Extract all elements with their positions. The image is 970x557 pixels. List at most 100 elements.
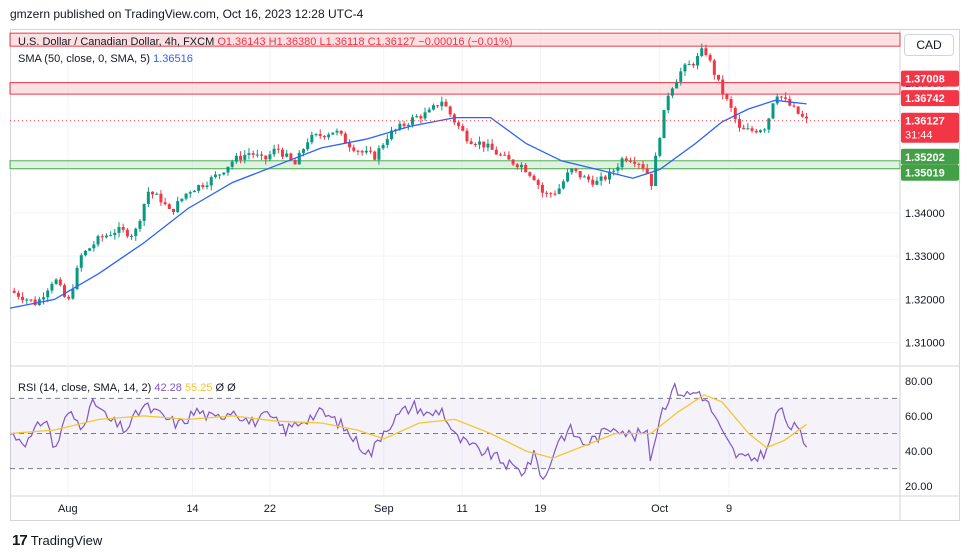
candle (314, 133, 318, 137)
candle (767, 117, 771, 134)
candle (654, 152, 658, 187)
candle (549, 192, 553, 198)
candle (167, 203, 171, 210)
candle (750, 126, 754, 133)
candle (369, 146, 373, 154)
candle (339, 130, 343, 136)
candle (21, 292, 25, 304)
candle (771, 103, 775, 120)
candle (134, 227, 138, 241)
time-tick-label: 9 (726, 503, 732, 515)
candle (121, 223, 125, 233)
candle (637, 162, 641, 170)
price-tick-label: 1.32000 (905, 294, 945, 306)
candle (582, 174, 586, 178)
candle (58, 277, 62, 287)
candle (247, 148, 251, 160)
price-tick-label: 1.34000 (905, 208, 945, 220)
candle (104, 233, 108, 239)
candle (641, 160, 645, 172)
candle (670, 87, 674, 99)
candle (172, 208, 176, 215)
candle (427, 107, 431, 113)
candle (335, 128, 339, 136)
candle (125, 228, 129, 239)
candle (251, 150, 255, 159)
candle (587, 174, 591, 183)
candle (805, 112, 809, 124)
time-tick-label: 11 (456, 503, 467, 515)
candle (591, 175, 595, 187)
candle (419, 114, 423, 124)
candle (67, 295, 71, 301)
candle (742, 124, 746, 130)
candle (142, 203, 146, 227)
support-price-label: 1.35019 (905, 168, 945, 180)
currency-button[interactable]: CAD (904, 34, 954, 56)
rsi-tick-label: 80.00 (905, 376, 933, 388)
candle (532, 174, 536, 181)
candle (478, 136, 482, 150)
candle (138, 219, 142, 232)
candle (180, 198, 184, 203)
candle (260, 151, 264, 160)
candle (255, 149, 259, 158)
support-price-label-box (901, 148, 959, 165)
time-tick-label: 22 (264, 503, 276, 515)
candle (151, 191, 155, 199)
candle (155, 192, 159, 195)
candle (88, 247, 92, 252)
candle (511, 158, 515, 167)
candle (691, 62, 695, 69)
candle (63, 283, 67, 298)
candle (373, 150, 377, 161)
candle (704, 44, 708, 57)
rsi-ma-line (9, 394, 807, 459)
candle (163, 197, 167, 206)
candle (662, 109, 666, 139)
candle (616, 163, 620, 174)
price-tick-label: 1.33000 (905, 251, 945, 263)
rsi-line (9, 381, 808, 481)
candle (352, 144, 356, 153)
candle (628, 157, 632, 164)
footer-brand: TradingView (30, 533, 103, 548)
candle (737, 114, 741, 132)
resistance-price-label-box (901, 70, 959, 87)
candle (331, 132, 335, 135)
candle (423, 107, 427, 121)
candle (222, 172, 226, 176)
candle (444, 98, 448, 107)
candle (343, 131, 347, 144)
candle (159, 190, 163, 206)
rsi-ma-value: 55.25 (184, 382, 213, 394)
candle (390, 126, 394, 141)
candle (192, 190, 196, 193)
time-tick-label: Sep (374, 503, 394, 515)
time-tick-label: Aug (58, 503, 78, 515)
candle (775, 93, 779, 106)
rsi-tick-label: 60.00 (905, 411, 933, 423)
candle (696, 52, 700, 70)
candle (272, 144, 276, 157)
resistance-price-label: 1.36742 (905, 93, 945, 105)
last-price-label: 1.36127 (905, 116, 945, 128)
candle (322, 135, 326, 140)
candle (649, 173, 653, 190)
candle (595, 176, 599, 186)
candle (557, 183, 561, 195)
candle (469, 138, 473, 145)
sma-legend: SMA (50, close, 0, SMA, 5) 1.36516 (18, 53, 193, 65)
candle (218, 174, 222, 180)
price-tick-label: 1.31000 (905, 338, 945, 350)
sma-line (9, 99, 807, 309)
candle (146, 187, 150, 207)
candle (524, 163, 528, 173)
candle (486, 139, 490, 152)
rsi-value: 42.28 (154, 382, 182, 394)
candle (645, 163, 649, 175)
support-price-label: 1.35202 (905, 152, 945, 164)
candle (515, 163, 519, 170)
candle (268, 150, 272, 162)
